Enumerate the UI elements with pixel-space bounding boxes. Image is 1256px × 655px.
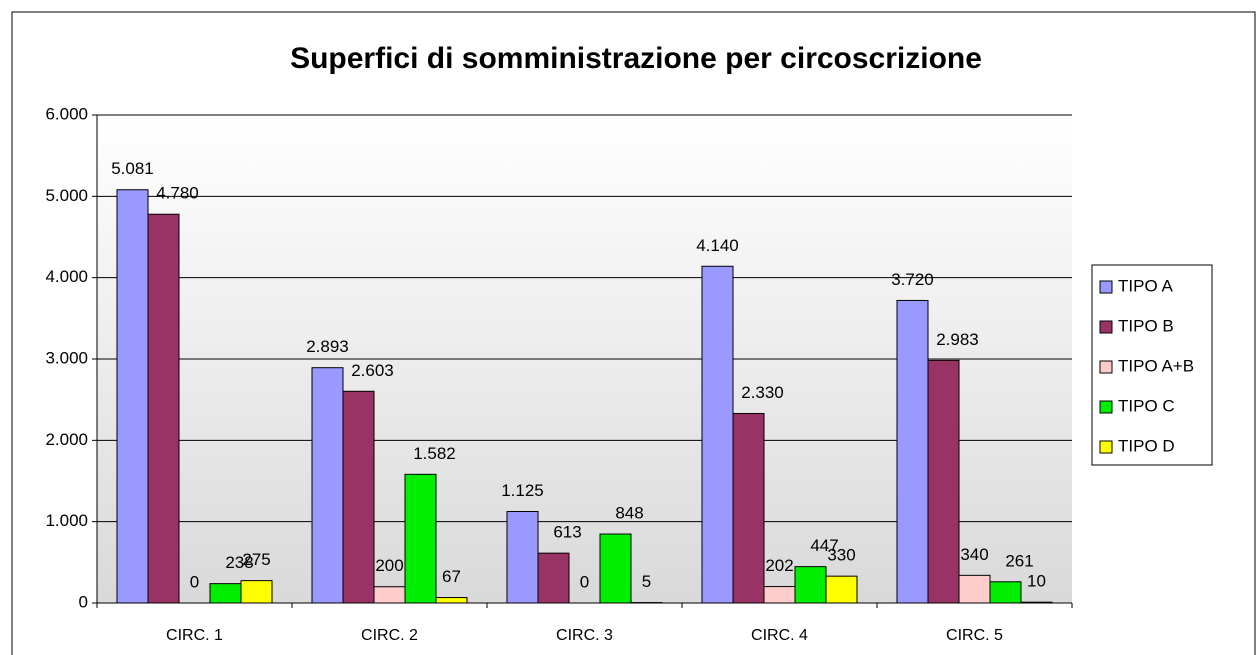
value-label: 202 bbox=[765, 556, 793, 575]
y-tick-label: 1.000 bbox=[45, 511, 88, 530]
bar bbox=[958, 574, 991, 604]
bar bbox=[701, 265, 734, 604]
legend-swatch bbox=[1099, 360, 1113, 374]
value-label: 67 bbox=[442, 567, 461, 586]
bar bbox=[435, 597, 468, 604]
bar bbox=[116, 189, 149, 604]
value-label: 238 bbox=[225, 553, 253, 572]
legend bbox=[1091, 264, 1213, 466]
legend-label: TIPO A bbox=[1118, 276, 1173, 295]
bar bbox=[927, 359, 960, 604]
bar bbox=[240, 580, 273, 604]
value-label: 4.140 bbox=[696, 236, 739, 255]
value-label: 0 bbox=[580, 572, 589, 591]
legend-label: TIPO A+B bbox=[1118, 356, 1194, 375]
legend-label: TIPO C bbox=[1118, 396, 1175, 415]
x-tick-label: CIRC. 5 bbox=[946, 627, 1003, 644]
value-label: 613 bbox=[553, 523, 581, 542]
value-label: 0 bbox=[190, 572, 199, 591]
bar bbox=[342, 390, 375, 604]
chart-title: Superfici di somministrazione per circos… bbox=[290, 42, 982, 75]
legend-swatch bbox=[1099, 440, 1113, 454]
value-label: 2.983 bbox=[936, 330, 979, 349]
bar bbox=[311, 367, 344, 604]
y-tick-label: 2.000 bbox=[45, 430, 88, 449]
value-label: 2.330 bbox=[741, 383, 784, 402]
y-tick-label: 0 bbox=[79, 592, 88, 611]
x-tick-label: CIRC. 3 bbox=[556, 627, 613, 644]
value-label: 848 bbox=[615, 504, 643, 523]
bar bbox=[825, 575, 858, 604]
bar bbox=[989, 581, 1022, 604]
value-label: 1.582 bbox=[413, 444, 456, 463]
y-tick-label: 3.000 bbox=[45, 348, 88, 367]
legend-swatch bbox=[1099, 280, 1113, 294]
legend-swatch bbox=[1099, 320, 1113, 334]
legend-swatch bbox=[1099, 400, 1113, 414]
bar bbox=[1020, 601, 1053, 604]
value-label: 200 bbox=[375, 556, 403, 575]
bar bbox=[147, 213, 180, 604]
bar bbox=[599, 533, 632, 604]
bar bbox=[373, 586, 406, 604]
bar bbox=[506, 511, 539, 604]
value-label: 447 bbox=[810, 536, 838, 555]
value-label: 5 bbox=[642, 572, 651, 591]
value-label: 330 bbox=[827, 546, 855, 565]
value-label: 340 bbox=[960, 545, 988, 564]
legend-label: TIPO B bbox=[1118, 316, 1174, 335]
bar bbox=[763, 586, 796, 604]
bar bbox=[794, 566, 827, 604]
x-tick-label: CIRC. 1 bbox=[166, 627, 223, 644]
bar bbox=[896, 299, 929, 604]
value-label: 5.081 bbox=[111, 159, 154, 178]
value-label: 261 bbox=[1005, 551, 1033, 570]
bar bbox=[732, 412, 765, 604]
bar bbox=[404, 473, 437, 604]
value-label: 3.720 bbox=[891, 270, 934, 289]
y-tick-label: 4.000 bbox=[45, 267, 88, 286]
value-label: 2.893 bbox=[306, 337, 349, 356]
y-tick-label: 5.000 bbox=[45, 186, 88, 205]
value-label: 4.780 bbox=[156, 184, 199, 203]
bar bbox=[537, 552, 570, 604]
value-label: 2.603 bbox=[351, 361, 394, 380]
value-label: 10 bbox=[1027, 572, 1046, 591]
legend-label: TIPO D bbox=[1118, 436, 1175, 455]
x-tick-label: CIRC. 2 bbox=[361, 627, 418, 644]
value-label: 275 bbox=[242, 550, 270, 569]
y-tick-label: 6.000 bbox=[45, 104, 88, 123]
bar bbox=[209, 583, 242, 604]
value-label: 1.125 bbox=[501, 481, 544, 500]
x-tick-label: CIRC. 4 bbox=[751, 627, 808, 644]
